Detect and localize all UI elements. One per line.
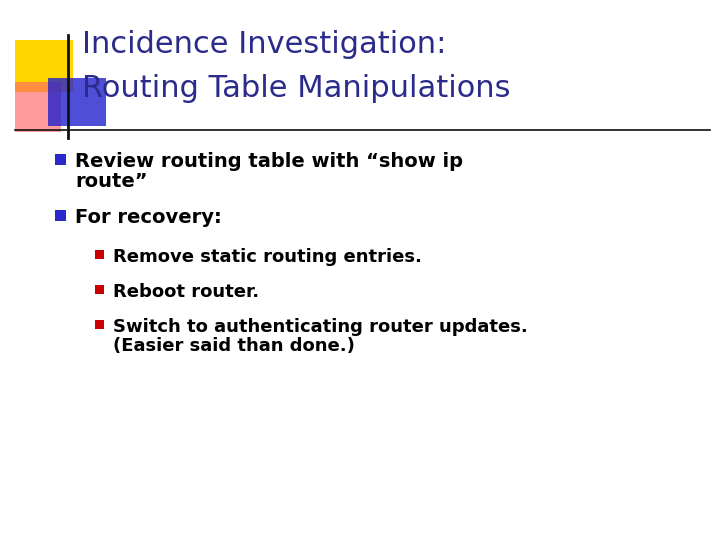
Text: Reboot router.: Reboot router. [113, 283, 259, 301]
Text: Routing Table Manipulations: Routing Table Manipulations [82, 74, 510, 103]
Bar [15, 82, 61, 132]
Text: route”: route” [75, 172, 148, 191]
Bar [55, 154, 66, 165]
Bar [15, 40, 73, 92]
Bar [95, 250, 104, 259]
Bar [95, 285, 104, 294]
Bar [55, 210, 66, 221]
Text: Incidence Investigation:: Incidence Investigation: [82, 30, 446, 59]
Text: Switch to authenticating router updates.: Switch to authenticating router updates. [113, 318, 528, 336]
Text: (Easier said than done.): (Easier said than done.) [113, 337, 355, 355]
Text: For recovery:: For recovery: [75, 208, 222, 227]
Text: Review routing table with “show ip: Review routing table with “show ip [75, 152, 463, 171]
Text: Remove static routing entries.: Remove static routing entries. [113, 248, 422, 266]
Bar [95, 320, 104, 329]
Bar [48, 78, 106, 126]
